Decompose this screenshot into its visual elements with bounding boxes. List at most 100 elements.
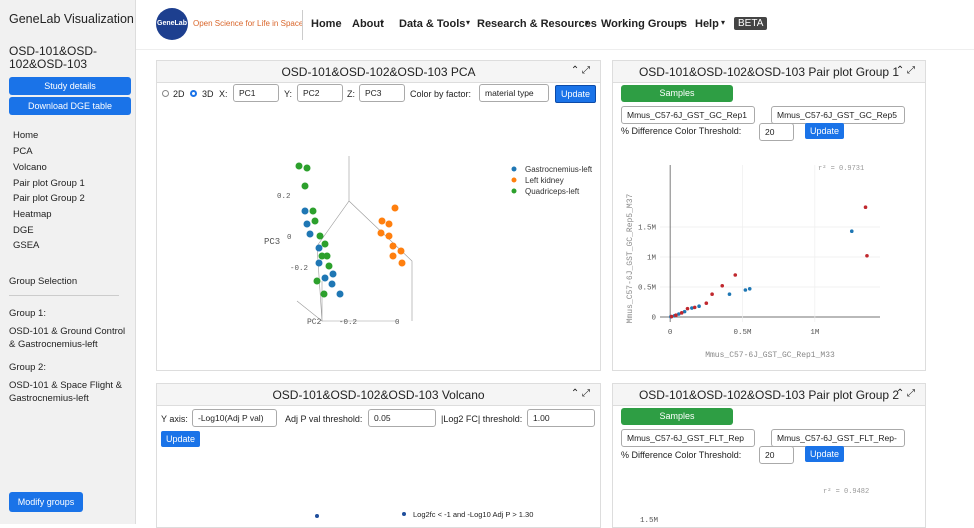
top-nav: GeneLab Open Science for Life in Space H… xyxy=(136,0,974,50)
threshold-input[interactable]: 20 xyxy=(759,446,794,464)
point xyxy=(733,273,738,277)
caret: ▾ xyxy=(380,18,385,27)
p-label: Adj P val threshold: xyxy=(285,414,363,424)
pair1-panel: OSD-101&OSD-102&OSD-103 Pair plot Group … xyxy=(612,60,926,371)
y-tick-label: 1.5M xyxy=(640,517,659,525)
legend-swatch xyxy=(511,166,517,172)
pair2-panel: OSD-101&OSD-102&OSD-103 Pair plot Group … xyxy=(612,383,926,528)
caret: ▾ xyxy=(721,18,726,27)
nav-link[interactable]: GSEA xyxy=(13,240,40,251)
legend-label[interactable]: Log2fc < -1 and -Log10 Adj P > 1.30 xyxy=(413,510,534,519)
point xyxy=(849,229,854,233)
z-select[interactable]: PC3 xyxy=(359,84,405,102)
fc-input[interactable]: 1.00 xyxy=(527,409,595,427)
point xyxy=(679,311,684,315)
pca-panel: OSD-101&OSD-102&OSD-103 PCA ⌃ ⤢ 2D 3D X:… xyxy=(156,60,601,371)
pca-plot: 0.2 0 -0.2 -0.2 0 PC3 PC2 Gastrocnemius-… xyxy=(264,156,593,327)
y-axis-select[interactable]: -Log10(Adj P val) xyxy=(192,409,277,427)
panel-controls[interactable]: ⌃ ⤢ xyxy=(570,388,590,399)
x-tick-label: 1M xyxy=(810,329,820,337)
app-title: GeneLab Visualization xyxy=(9,12,134,26)
p-input[interactable]: 0.05 xyxy=(368,409,436,427)
nav-link[interactable]: Pair plot Group 1 xyxy=(13,178,85,189)
update-button[interactable]: Update xyxy=(161,431,201,447)
x-select[interactable]: PC1 xyxy=(233,84,279,102)
point xyxy=(743,288,748,292)
pca-points xyxy=(301,207,344,298)
radio[interactable] xyxy=(190,90,197,97)
fc-label: |Log2 FC| threshold: xyxy=(441,414,523,424)
x-axis-label: Mmus_C57-6J_GST_GC_Rep1_M33 xyxy=(705,351,835,360)
y-select[interactable]: PC2 xyxy=(297,84,343,102)
divider xyxy=(302,10,303,40)
point xyxy=(710,292,714,297)
nav-menu[interactable]: About xyxy=(352,18,384,30)
beta-badge: BETA xyxy=(734,17,768,30)
panel-title: OSD-101&OSD-102&OSD-103 Pair plot Group … xyxy=(613,61,925,83)
pca-axis-label: PC3 xyxy=(264,237,280,247)
pca-points xyxy=(295,162,333,298)
nav-link[interactable]: Pair plot Group 2 xyxy=(13,193,85,204)
nav-link[interactable]: DGE xyxy=(13,225,34,236)
legend-label[interactable]: Left kidney xyxy=(525,176,564,185)
radio[interactable] xyxy=(162,90,169,97)
caret: ▾ xyxy=(680,18,685,27)
sample-select[interactable]: Mmus_C57-6J_GST_GC_Rep1 xyxy=(621,106,755,124)
threshold-label: % Difference Color Threshold: xyxy=(621,450,742,460)
point xyxy=(692,305,697,310)
logo[interactable]: GeneLab xyxy=(156,8,188,40)
pair1-chart: 0 0.5M 1M 1.5M 0 0.5M 1M r² = 0.9731 Mmus_C57-6J… xyxy=(626,165,880,360)
nav-menu[interactable]: Working Groups xyxy=(601,18,687,30)
modify-groups-button[interactable]: Modify groups xyxy=(9,492,83,512)
sample-select[interactable]: Mmus_C57-6J_GST_GC_Rep5 xyxy=(771,106,905,124)
legend-label[interactable]: Gastrocnemius-left xyxy=(525,165,593,174)
legend-swatch xyxy=(511,177,517,183)
point xyxy=(685,306,690,311)
study-details-button[interactable]: Study details xyxy=(9,77,131,95)
divider xyxy=(9,295,119,296)
point xyxy=(727,292,732,297)
update-button[interactable]: Update xyxy=(805,123,845,139)
update-button[interactable]: Update xyxy=(555,85,597,103)
nav-link[interactable]: Heatmap xyxy=(13,209,52,220)
update-button[interactable]: Update xyxy=(805,446,845,462)
y-tick-label: 0 xyxy=(651,315,656,323)
pca-box xyxy=(296,156,413,322)
radio-label: 3D xyxy=(202,89,214,99)
panel-controls[interactable]: ⌃ ⤢ xyxy=(570,65,590,76)
threshold-input[interactable]: 20 xyxy=(759,123,794,141)
panel-controls[interactable]: ⌃ ⤢ xyxy=(895,388,915,399)
panel-title: OSD-101&OSD-102&OSD-103 PCA xyxy=(157,61,600,83)
y-tick-label: 0.5M xyxy=(638,285,657,293)
nav-menu[interactable]: Research & Resources xyxy=(477,18,597,30)
legend-label[interactable]: Quadriceps-left xyxy=(525,187,580,196)
color-select[interactable]: material type xyxy=(479,84,549,102)
download-button[interactable]: Download DGE table xyxy=(9,97,131,115)
nav-menu[interactable]: Help xyxy=(695,18,719,30)
nav-menu[interactable]: Data & Tools xyxy=(399,18,466,30)
point xyxy=(697,304,701,309)
radio-label: 2D xyxy=(173,89,185,99)
samples-toggle[interactable]: Samples xyxy=(621,408,733,425)
x-tick-label: 0 xyxy=(668,329,673,337)
nav-link[interactable]: Home xyxy=(13,130,39,141)
panel-controls[interactable]: ⌃ ⤢ xyxy=(895,65,915,76)
legend-swatch xyxy=(402,512,406,516)
y-axis-label: Y axis: xyxy=(161,414,188,424)
sample-select[interactable]: Mmus_C57-6J_GST_FLT_Rep- xyxy=(771,429,905,447)
r2-annotation: r² = 0.9482 xyxy=(823,488,870,496)
y-axis-label: Mmus_C57-6J_GST_GC_Rep5_M37 xyxy=(626,193,635,323)
axis-label: Z: xyxy=(347,89,355,99)
r2-annotation: r² = 0.9731 xyxy=(818,165,864,173)
nav-link[interactable]: Volcano xyxy=(13,162,47,173)
nav-home[interactable]: Home xyxy=(311,18,342,30)
sample-select[interactable]: Mmus_C57-6J_GST_FLT_Rep xyxy=(621,429,755,447)
legend-swatch xyxy=(511,188,517,194)
y-tick-label: 1.5M xyxy=(638,224,657,232)
y-tick-label: 1M xyxy=(647,255,657,263)
point xyxy=(677,312,681,316)
nav-link[interactable]: PCA xyxy=(13,146,33,157)
samples-toggle[interactable]: Samples xyxy=(621,85,733,102)
